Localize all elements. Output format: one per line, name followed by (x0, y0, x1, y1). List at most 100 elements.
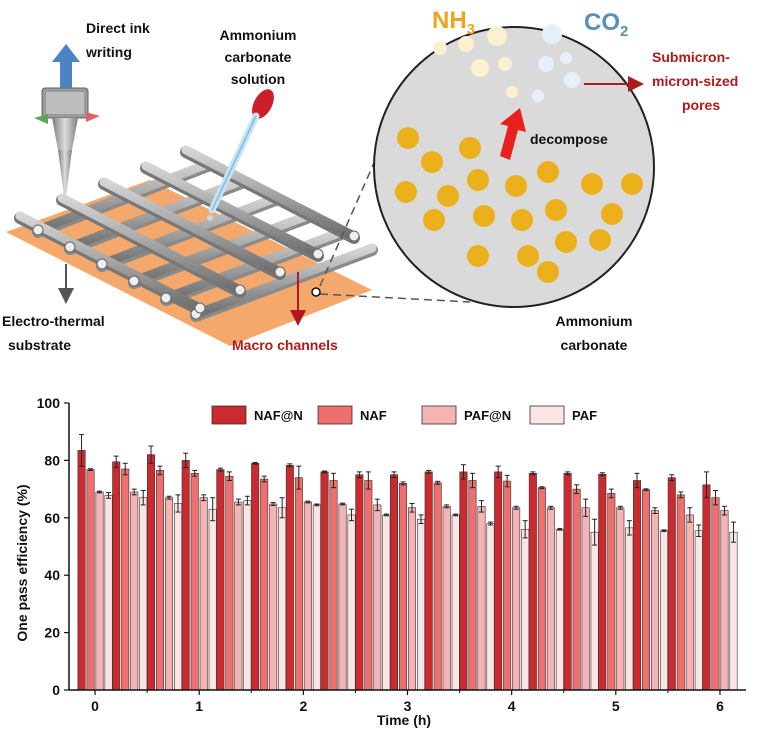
bar (650, 510, 659, 691)
bar (729, 531, 738, 691)
bar (641, 489, 650, 691)
bar (572, 488, 581, 691)
bar (278, 507, 287, 691)
bar (382, 514, 391, 691)
bar (347, 514, 356, 691)
bar (459, 471, 468, 691)
label-substrate-line2: substrate (8, 337, 71, 353)
bar (512, 507, 521, 691)
bar (181, 460, 190, 691)
bar (174, 503, 183, 691)
legend-label: NAF@N (254, 408, 303, 423)
bar (303, 501, 312, 691)
bar (147, 454, 156, 691)
bar (86, 469, 95, 691)
bar (616, 507, 625, 691)
label-co2: CO2 (584, 9, 628, 40)
bar (77, 450, 86, 691)
bar (563, 473, 572, 691)
label-nh3: NH3 (432, 7, 475, 38)
x-tick-label: 0 (91, 698, 99, 714)
bar (199, 497, 208, 691)
fabrication-schematic: Direct ink writing Ammonium carbonate so… (2, 7, 738, 353)
bar (338, 503, 347, 691)
zoom-circle (373, 26, 655, 308)
bar (373, 504, 382, 691)
bar (503, 480, 512, 691)
bar (269, 503, 278, 691)
bar (477, 506, 486, 691)
bar (112, 461, 121, 691)
y-tick-label: 20 (44, 625, 60, 641)
x-tick-label: 3 (404, 698, 412, 714)
y-tick-label: 80 (44, 452, 60, 468)
label-macro-channels: Macro channels (232, 337, 338, 353)
axes: 0 20 40 60 80 100 0 1 2 3 4 5 6 (37, 395, 746, 714)
label-ammonium-solution-line1: Ammonium (220, 27, 297, 43)
fiber-lattice (14, 145, 378, 322)
bar (424, 471, 433, 691)
error-bar-group (79, 434, 736, 546)
label-pores-line3: pores (682, 97, 720, 113)
label-pores-line1: Submicron- (652, 49, 730, 65)
bar (398, 483, 407, 691)
bar (521, 528, 530, 691)
x-tick-label: 5 (612, 698, 620, 714)
x-tick-label: 4 (508, 698, 516, 714)
bar (468, 480, 477, 691)
bar (711, 497, 720, 691)
efficiency-bar-chart: 0 20 40 60 80 100 0 1 2 3 4 5 6 NAF@N NAF PAF@N PAF One… (14, 395, 746, 728)
bar (451, 514, 460, 691)
y-tick-label: 100 (37, 395, 61, 411)
bar (433, 482, 442, 691)
bar (667, 477, 676, 691)
bar-group (77, 450, 738, 691)
label-pores-line2: micron-sized (652, 73, 738, 89)
bar (312, 504, 321, 691)
label-ammonium-carbonate-line1: Ammonium (556, 313, 633, 329)
ammonium-carbonate-particles (395, 127, 643, 283)
label-ammonium-solution-line2: carbonate (225, 49, 292, 65)
label-ammonium-carbonate-line2: carbonate (561, 337, 628, 353)
bar (243, 500, 252, 691)
bar (95, 491, 104, 691)
bar (329, 480, 338, 691)
x-tick-label: 6 (716, 698, 724, 714)
bar (104, 495, 113, 691)
bar (659, 530, 668, 691)
legend-swatch (317, 405, 353, 425)
legend-swatch (211, 405, 247, 425)
y-tick-label: 40 (44, 567, 60, 583)
bar (225, 475, 234, 691)
bar (702, 484, 711, 691)
bar (486, 523, 495, 691)
bar (546, 507, 555, 691)
bar (442, 506, 451, 691)
bar (676, 494, 685, 691)
bar (156, 470, 165, 691)
bar (234, 501, 243, 691)
y-tick-label: 60 (44, 510, 60, 526)
legend-swatch (529, 405, 565, 425)
bar (555, 528, 564, 691)
y-tick-label: 0 (52, 682, 60, 698)
bar (494, 471, 503, 691)
bar (537, 487, 546, 691)
bar (607, 493, 616, 691)
bar (130, 491, 139, 691)
bar (190, 473, 199, 691)
legend-label: PAF (572, 408, 597, 423)
legend-swatch (421, 405, 457, 425)
bar (685, 514, 694, 691)
decompose-arrow-icon (500, 108, 526, 160)
co2-bubbles (532, 24, 580, 102)
bar (139, 497, 148, 691)
bar (364, 480, 373, 691)
bar (285, 464, 294, 691)
bar (528, 473, 537, 691)
bar (216, 469, 225, 691)
legend-label: PAF@N (464, 408, 511, 423)
bar (165, 497, 174, 691)
bar (590, 531, 599, 691)
bar (260, 478, 269, 691)
